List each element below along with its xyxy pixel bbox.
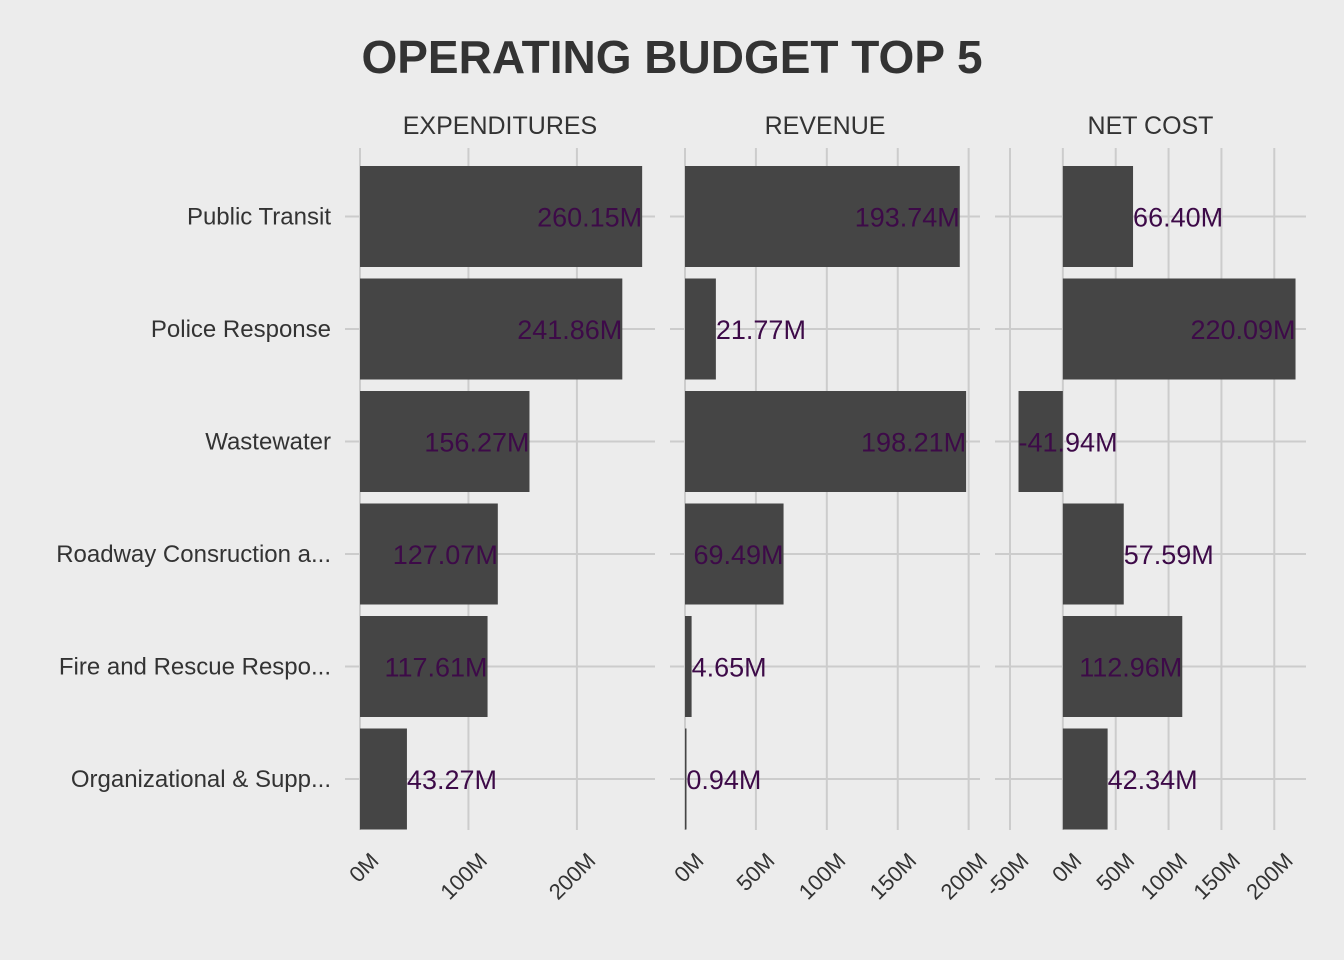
bar [1018,391,1063,492]
bar [360,391,530,492]
data-label: 42.34M [1108,765,1198,795]
category-label: Organizational & Supp... [71,766,331,793]
category-label: Public Transit [187,204,331,231]
bar [685,728,687,830]
data-label: 193.74M [855,203,960,233]
x-tick-label: 50M [732,848,780,896]
x-tick-label: 0M [1047,848,1086,887]
data-label: 220.09M [1190,315,1295,345]
bar [1062,278,1296,380]
category-label: Roadway Consruction a... [56,541,331,568]
data-label: 21.77M [716,315,806,345]
category-label: Police Response [151,316,331,343]
data-label: 117.61M [384,653,487,683]
chart-title: OPERATING BUDGET TOP 5 [361,31,983,83]
data-label: 69.49M [693,540,783,570]
x-tick-label: 150M [865,848,922,905]
data-label: 156.27M [424,428,529,458]
x-tick-label: 100M [1136,848,1193,905]
bar [360,278,623,380]
bar [360,728,407,830]
x-tick-label: 0M [669,848,708,887]
data-label: 57.59M [1124,540,1214,570]
bar [1062,616,1183,717]
data-label: 241.86M [517,315,622,345]
bar [685,166,960,267]
bar [360,166,643,267]
x-tick-label: 200M [1241,848,1298,905]
x-tick-label: 50M [1091,848,1139,896]
data-label: 43.27M [407,765,497,795]
category-label: Wastewater [205,429,331,456]
bar [1062,503,1124,605]
panel-strip-label: REVENUE [765,112,886,140]
bar [685,278,716,380]
bar [360,616,488,717]
panel-strip-label: NET COST [1088,112,1214,140]
bar [685,503,784,605]
x-tick-label: 200M [936,848,993,905]
bar [1062,728,1108,830]
data-label: 260.15M [537,203,642,233]
data-label: 66.40M [1133,203,1223,233]
data-label: 4.65M [692,653,767,683]
data-label: -41.94M [1019,428,1118,458]
x-tick-label: 100M [794,848,851,905]
data-label: 198.21M [861,428,966,458]
x-tick-label: 100M [435,848,492,905]
bar [685,391,967,492]
bar [1062,166,1134,267]
category-label: Fire and Rescue Respo... [59,654,331,681]
data-label: 0.94M [686,765,761,795]
x-tick-label: 200M [544,848,601,905]
x-tick-label: 0M [344,848,383,887]
data-label: 127.07M [393,540,498,570]
bar [685,616,692,717]
x-tick-label: 150M [1188,848,1245,905]
bar [360,503,498,605]
panel-strip-label: EXPENDITURES [403,112,597,140]
data-label: 112.96M [1079,653,1182,683]
x-tick-label: -50M [980,848,1033,901]
